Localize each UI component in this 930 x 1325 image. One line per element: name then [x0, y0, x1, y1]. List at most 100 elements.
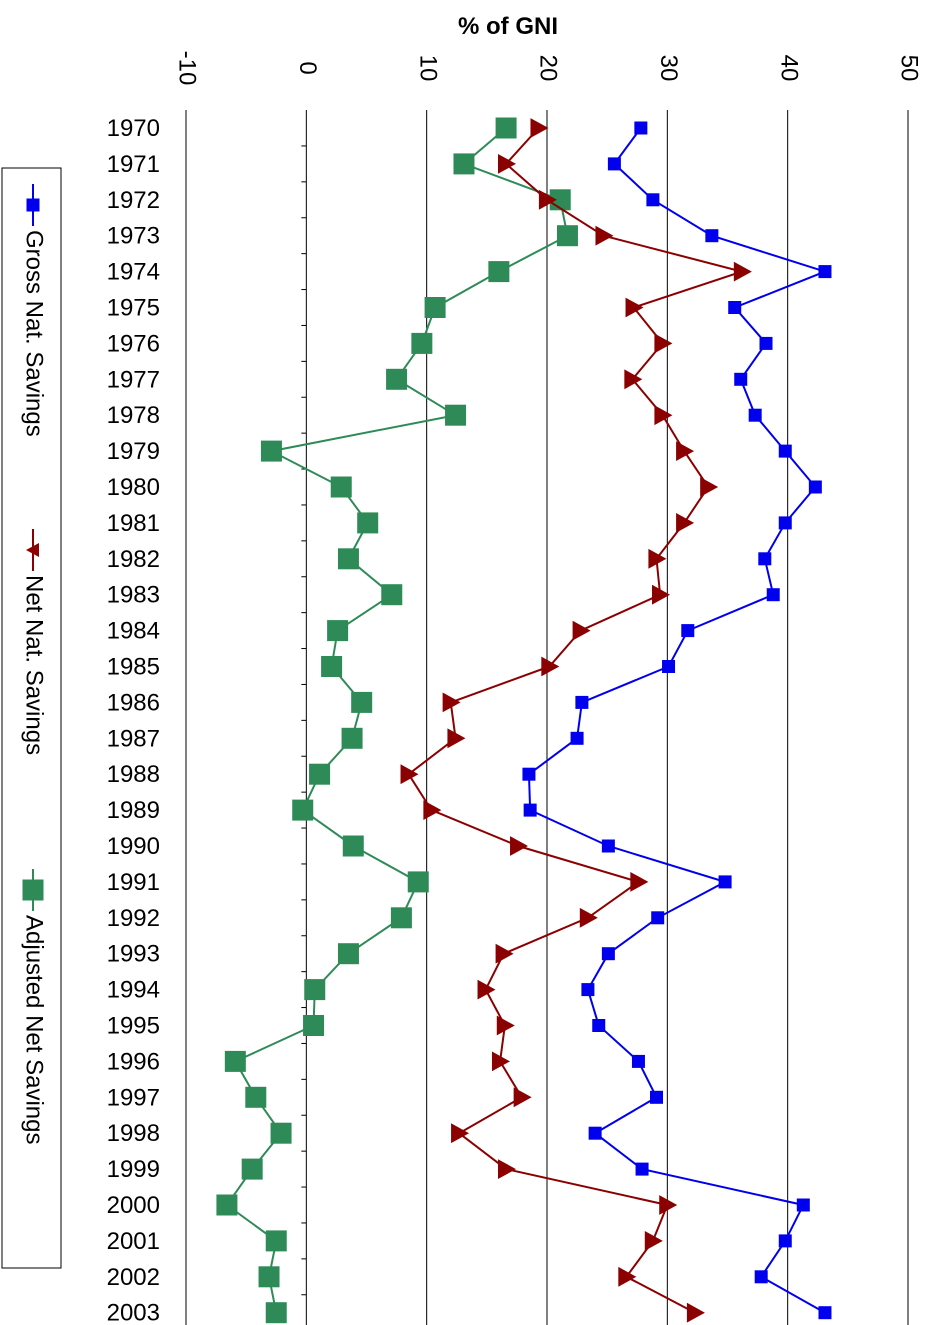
series-line [225, 127, 569, 1313]
category-tick-label: 1988 [107, 761, 160, 788]
data-point [818, 1306, 832, 1320]
data-point [265, 1302, 287, 1324]
category-tick-label: 1970 [107, 115, 160, 142]
category-tick-label: 2001 [107, 1228, 160, 1255]
data-point [497, 1159, 516, 1179]
category-tick-label: 1994 [107, 977, 160, 1004]
data-point [513, 1087, 532, 1108]
data-point [581, 983, 595, 997]
category-tick-label: 1981 [107, 510, 160, 537]
category-tick-label: 1986 [107, 689, 160, 716]
data-point [442, 692, 461, 713]
data-point [523, 803, 537, 817]
data-point [541, 656, 560, 677]
data-point [651, 911, 665, 925]
category-tick-label: 1978 [107, 402, 160, 429]
data-point [424, 297, 446, 318]
data-point [808, 480, 822, 494]
data-point [575, 695, 589, 709]
data-point [411, 332, 433, 354]
data-point [734, 372, 748, 386]
category-tick-label: 1998 [107, 1120, 160, 1147]
data-point [337, 548, 359, 570]
category-tick-label: 1984 [107, 618, 160, 645]
gridlines [185, 110, 909, 1325]
data-point [488, 261, 510, 283]
data-point [579, 907, 598, 928]
data-point [646, 193, 660, 207]
data-point [491, 1051, 510, 1072]
data-point [624, 369, 643, 390]
category-tick-label: 1982 [107, 546, 160, 573]
data-point [224, 1050, 246, 1072]
data-point [601, 839, 615, 853]
data-point [447, 728, 466, 749]
category-tick-label: 2000 [107, 1192, 160, 1219]
legend-label: Gross Nat. Savings [21, 230, 48, 437]
data-point [618, 1266, 637, 1287]
data-point [216, 1194, 238, 1216]
category-tick-label: 1975 [107, 295, 160, 322]
data-point [556, 225, 578, 247]
data-point [341, 727, 363, 749]
data-point [718, 875, 732, 889]
data-point [705, 229, 719, 243]
data-point [530, 118, 549, 138]
data-point [245, 1086, 267, 1108]
data-point [592, 1019, 606, 1032]
data-point [572, 620, 591, 641]
value-tick-label: 0 [294, 61, 321, 74]
category-tick-label: 1976 [107, 330, 160, 357]
category-tick-label: 1992 [107, 905, 160, 932]
category-tick-label: 2002 [107, 1264, 160, 1291]
data-point [686, 1302, 705, 1323]
data-point [654, 405, 673, 426]
data-point [303, 1015, 325, 1036]
category-tick-label: 2003 [107, 1300, 160, 1325]
data-point [728, 301, 742, 314]
value-axis: -10 0 10 20 30 40 50 [174, 51, 923, 86]
data-point [330, 476, 352, 498]
data-point [766, 588, 780, 602]
data-point [510, 836, 529, 856]
data-point [607, 157, 621, 171]
value-tick-label: 30 [655, 55, 682, 82]
data-point [748, 408, 762, 422]
legend-label: Adjusted Net Savings [21, 915, 48, 1144]
category-tick-label: 1979 [107, 438, 160, 465]
data-point [818, 265, 832, 279]
data-point [342, 835, 364, 857]
data-point [407, 871, 429, 893]
data-point [588, 1126, 602, 1140]
data-point [644, 1231, 663, 1251]
category-tick-label: 1995 [107, 1013, 160, 1040]
legend-label: Net Nat. Savings [21, 575, 48, 755]
data-point [634, 121, 648, 135]
data-point [700, 477, 719, 497]
category-tick-label: 1993 [107, 941, 160, 968]
series-layer [216, 117, 832, 1324]
legend: Gross Nat. Savings Net Nat. Savings Adjust… [1, 167, 62, 1269]
data-point [570, 731, 584, 745]
data-point [337, 943, 359, 965]
value-tick-label: -10 [174, 51, 201, 86]
data-point [327, 620, 349, 642]
category-tick-label: 1985 [107, 654, 160, 681]
value-tick-label: 20 [535, 55, 562, 82]
data-point [423, 800, 442, 820]
data-point [778, 516, 792, 530]
data-point [538, 189, 557, 210]
data-point [451, 1123, 470, 1144]
data-point [759, 336, 773, 350]
data-point [258, 1266, 280, 1288]
data-point [630, 872, 649, 892]
category-tick-label: 1973 [107, 223, 160, 250]
category-tick-label: 1989 [107, 797, 160, 824]
data-point [260, 440, 282, 462]
data-point [400, 764, 419, 785]
value-tick-label: 10 [414, 55, 441, 82]
category-tick-label: 1991 [107, 869, 160, 896]
data-point [309, 763, 331, 785]
data-point [796, 1198, 810, 1212]
category-tick-label: 1977 [107, 366, 160, 393]
